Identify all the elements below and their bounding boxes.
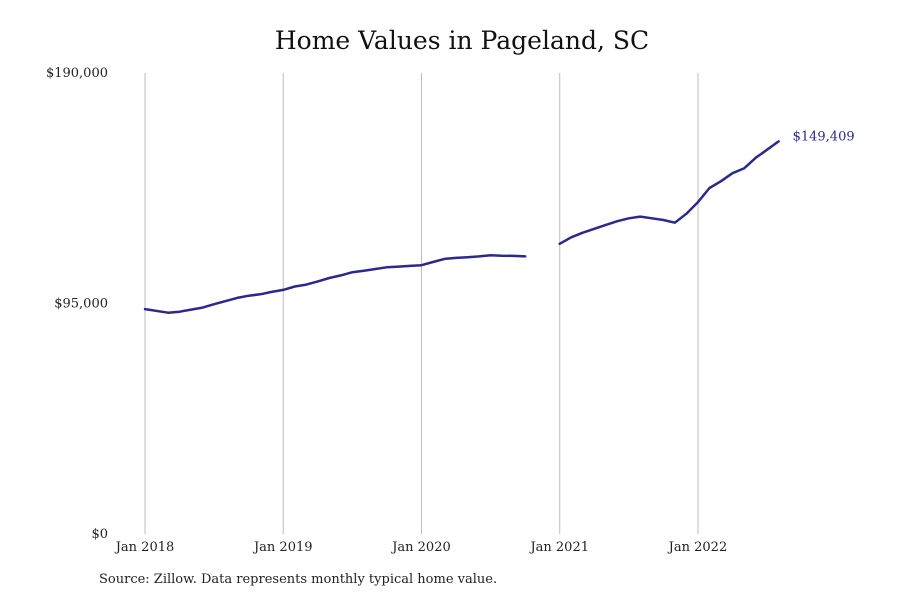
y-tick-label: $190,000 xyxy=(46,66,108,81)
end-value-label: $149,409 xyxy=(793,129,855,144)
x-tick-label: Jan 2022 xyxy=(667,540,728,555)
data-labels: $149,409 xyxy=(793,129,855,144)
x-tick-label: Jan 2020 xyxy=(390,540,451,555)
x-tick-label: Jan 2021 xyxy=(528,540,589,555)
x-axis: Jan 2018 Jan 2019 Jan 2020 Jan 2021 Jan 2022 xyxy=(114,540,728,555)
y-axis: $0 $95,000 $190,000 xyxy=(46,66,108,542)
series-line-segment xyxy=(143,253,527,314)
series-line-segment xyxy=(558,140,780,246)
y-tick-label: $95,000 xyxy=(54,297,108,312)
x-tick-label: Jan 2018 xyxy=(114,540,175,555)
source-note: Source: Zillow. Data represents monthly … xyxy=(99,572,498,587)
y-tick-label: $0 xyxy=(91,527,108,542)
gridlines xyxy=(144,73,699,534)
x-tick-label: Jan 2019 xyxy=(252,540,313,555)
chart-title: Home Values in Pageland, SC xyxy=(274,26,650,55)
data-series xyxy=(143,140,780,314)
